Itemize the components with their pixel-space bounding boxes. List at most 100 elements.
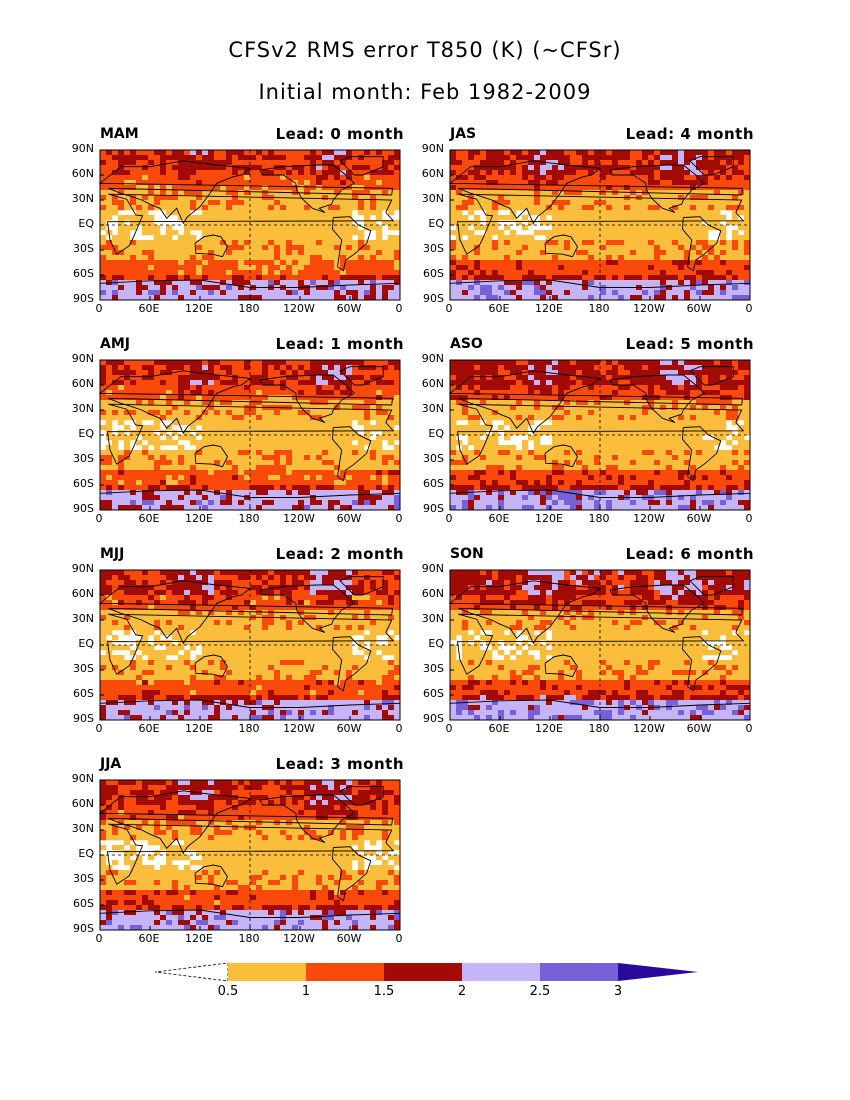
- lat-tick-label: 90S: [73, 292, 94, 305]
- lat-tick-label: 30N: [71, 402, 94, 415]
- lat-tick-label: 30S: [73, 242, 94, 255]
- colorbar-swatch: [384, 963, 462, 981]
- lon-tick-label: 0: [395, 302, 403, 315]
- lon-tick-label: 120W: [283, 932, 315, 945]
- lat-tick-label: 60N: [71, 587, 94, 600]
- lon-tick-label: 0: [445, 722, 453, 735]
- map-panel-jas: JAS Lead: 4 month 90N 60N 30N EQ 30S 60S 90S 0 60E…: [422, 125, 758, 318]
- lat-tick-label: EQ: [78, 427, 94, 440]
- lon-tick-label: 120E: [185, 722, 213, 735]
- lon-tick-label: 180: [588, 302, 610, 315]
- lat-tick-label: 90S: [73, 502, 94, 515]
- lon-tick-label: 0: [95, 722, 103, 735]
- lat-tick-label: 60S: [73, 897, 94, 910]
- lon-tick-label: 60W: [686, 722, 712, 735]
- lat-tick-label: 90N: [71, 142, 94, 155]
- lat-tick-label: 90N: [421, 142, 444, 155]
- lon-tick-label: 60E: [138, 512, 160, 525]
- lon-tick-label: 0: [95, 302, 103, 315]
- map-panel-aso: ASO Lead: 5 month 90N 60N 30N EQ 30S 60S 90S 0 60E…: [422, 335, 758, 528]
- colorbar-tick-label: 1: [301, 984, 311, 999]
- rms-error-map: [449, 569, 751, 721]
- lon-tick-label: 120E: [535, 512, 563, 525]
- panel-season-label: SON: [450, 546, 484, 562]
- lon-tick-label: 60E: [488, 722, 510, 735]
- colorbar-swatch: [306, 963, 384, 981]
- lon-tick-label: 180: [238, 512, 260, 525]
- colorbar-tick-label: 0.5: [217, 984, 239, 999]
- lat-tick-label: 90S: [73, 712, 94, 725]
- panel-season-label: MJJ: [100, 546, 125, 562]
- lat-tick-label: 30S: [73, 452, 94, 465]
- lat-tick-label: 60S: [423, 477, 444, 490]
- lat-tick-label: EQ: [428, 427, 444, 440]
- lat-tick-label: 30S: [423, 242, 444, 255]
- lon-tick-label: 180: [588, 512, 610, 525]
- lat-tick-label: 60S: [423, 267, 444, 280]
- colorbar-above-triangle: [618, 963, 698, 981]
- lat-tick-label: 90S: [423, 502, 444, 515]
- colorbar-tick-label: 2: [457, 984, 467, 999]
- lat-tick-label: 30S: [73, 872, 94, 885]
- lat-tick-label: 60N: [421, 377, 444, 390]
- rms-error-map: [99, 149, 401, 301]
- lat-tick-label: 90N: [421, 352, 444, 365]
- lon-tick-label: 60W: [336, 512, 362, 525]
- panel-season-label: MAM: [100, 126, 139, 142]
- lon-tick-label: 0: [445, 302, 453, 315]
- lat-tick-label: EQ: [428, 217, 444, 230]
- lon-tick-label: 60W: [336, 722, 362, 735]
- colorbar-bar: [154, 962, 698, 982]
- lon-tick-label: 120W: [633, 302, 665, 315]
- lat-tick-label: 30S: [423, 452, 444, 465]
- lon-tick-label: 180: [588, 722, 610, 735]
- lon-tick-label: 0: [395, 512, 403, 525]
- lon-tick-label: 120E: [535, 722, 563, 735]
- lon-tick-label: 120W: [633, 722, 665, 735]
- lon-tick-label: 60W: [686, 302, 712, 315]
- lat-tick-label: 30N: [71, 822, 94, 835]
- map-panel-mjj: MJJ Lead: 2 month 90N 60N 30N EQ 30S 60S 90S 0 60E…: [72, 545, 408, 738]
- colorbar-tick-label: 3: [613, 984, 623, 999]
- lon-tick-label: 0: [395, 722, 403, 735]
- rms-error-map: [99, 779, 401, 931]
- lat-tick-label: 90S: [73, 922, 94, 935]
- lon-tick-label: 60E: [138, 302, 160, 315]
- lat-tick-label: EQ: [428, 637, 444, 650]
- lon-tick-label: 60W: [686, 512, 712, 525]
- lon-tick-label: 0: [745, 512, 753, 525]
- lat-tick-label: 30N: [71, 612, 94, 625]
- lat-tick-label: 60N: [71, 377, 94, 390]
- colorbar-swatch: [462, 963, 540, 981]
- lon-tick-label: 120E: [185, 932, 213, 945]
- rms-error-map: [449, 149, 751, 301]
- lat-tick-label: 60S: [73, 687, 94, 700]
- lon-tick-label: 180: [238, 302, 260, 315]
- lon-tick-label: 120W: [283, 512, 315, 525]
- lat-tick-label: 60S: [73, 477, 94, 490]
- lat-tick-label: 60N: [421, 587, 444, 600]
- map-panel-son: SON Lead: 6 month 90N 60N 30N EQ 30S 60S 90S 0 60E…: [422, 545, 758, 738]
- map-panel-amj: AMJ Lead: 1 month 90N 60N 30N EQ 30S 60S 90S 0 60E…: [72, 335, 408, 528]
- lon-tick-label: 180: [238, 722, 260, 735]
- figure-subtitle: Initial month: Feb 1982-2009: [258, 80, 592, 104]
- colorbar-swatch: [540, 963, 618, 981]
- lon-tick-label: 60W: [336, 932, 362, 945]
- panel-lead-label: Lead: 0 month: [275, 125, 404, 143]
- lat-tick-label: 30N: [421, 402, 444, 415]
- panel-lead-label: Lead: 6 month: [625, 545, 754, 563]
- colorbar-tick-label: 1.5: [373, 984, 395, 999]
- colorbar-swatch: [228, 963, 306, 981]
- lon-tick-label: 60W: [336, 302, 362, 315]
- lat-tick-label: 60S: [73, 267, 94, 280]
- lon-tick-label: 0: [95, 512, 103, 525]
- lat-tick-label: 60N: [421, 167, 444, 180]
- panel-lead-label: Lead: 1 month: [275, 335, 404, 353]
- lat-tick-label: 60S: [423, 687, 444, 700]
- lon-tick-label: 120W: [283, 722, 315, 735]
- panel-season-label: JAS: [450, 126, 477, 142]
- lon-tick-label: 0: [395, 932, 403, 945]
- figure-title: CFSv2 RMS error T850 (K) (~CFSr): [228, 38, 622, 62]
- map-panel-mam: MAM Lead: 0 month 90N 60N 30N EQ 30S 60S 90S 0 60E…: [72, 125, 408, 318]
- lat-tick-label: EQ: [78, 847, 94, 860]
